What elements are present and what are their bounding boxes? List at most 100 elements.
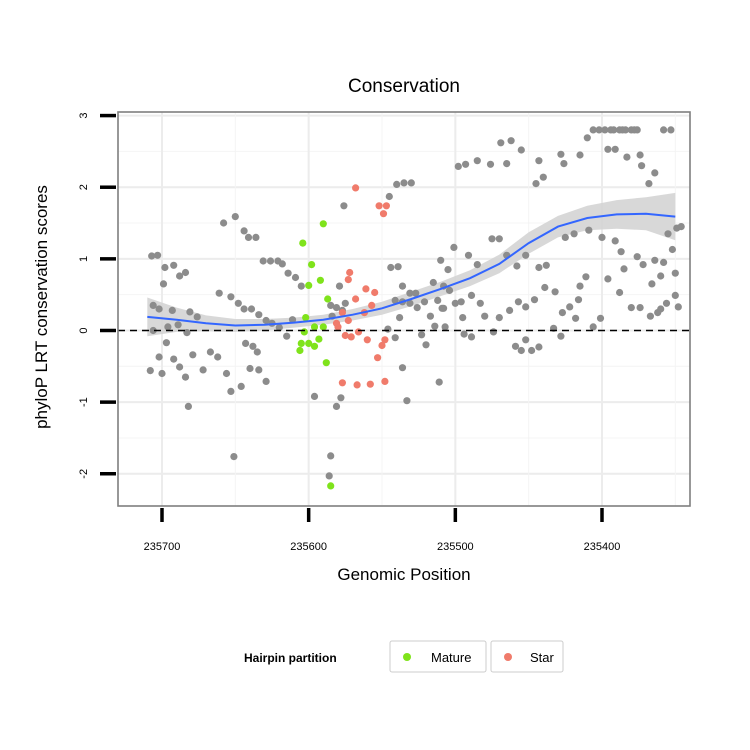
star-point (374, 354, 382, 362)
data-point (310, 392, 319, 400)
data-point (222, 369, 231, 378)
data-point (400, 179, 408, 187)
data-point (535, 157, 543, 165)
plot-panel (118, 112, 690, 506)
data-point (146, 367, 154, 375)
data-point (230, 453, 238, 461)
data-point (332, 304, 341, 312)
data-point (176, 272, 184, 280)
data-point (327, 301, 335, 309)
data-point (170, 355, 178, 363)
star-point (332, 319, 341, 327)
data-point (517, 146, 525, 154)
plot-border (117, 111, 691, 507)
star-point (379, 210, 388, 218)
data-point (240, 227, 248, 235)
data-point (677, 223, 685, 231)
data-point (168, 306, 176, 314)
data-point (385, 192, 393, 201)
data-point (407, 179, 415, 187)
data-point (231, 213, 239, 221)
data-point (154, 251, 162, 259)
data-point (535, 263, 543, 272)
data-point (674, 303, 682, 311)
data-point (412, 289, 420, 297)
legend-key-box-star (490, 640, 564, 673)
data-point (589, 323, 597, 331)
data-point (451, 299, 459, 307)
data-point (535, 343, 543, 351)
data-point (242, 339, 250, 347)
data-point (291, 273, 300, 282)
star-point (362, 285, 370, 293)
y-axis-title: phyloP LRT conservation scores (32, 185, 51, 429)
star-point (381, 336, 389, 344)
star-point (368, 301, 376, 309)
data-point (627, 304, 635, 312)
data-point (558, 309, 567, 317)
data-point (668, 245, 677, 254)
star-point (346, 268, 354, 277)
data-point (149, 326, 157, 335)
data-point (391, 296, 399, 304)
data-point (596, 314, 605, 322)
legend-star-swatch (504, 653, 512, 661)
data-point (551, 288, 559, 296)
star-point (381, 377, 389, 385)
star-point (352, 184, 360, 192)
data-point (441, 323, 449, 331)
data-point (420, 298, 429, 306)
data-point (572, 314, 580, 322)
x-tick-label: 235500 (437, 541, 474, 553)
data-point (601, 126, 609, 134)
data-point (645, 180, 653, 188)
data-point (394, 263, 402, 271)
data-point (662, 299, 671, 307)
mature-point (308, 261, 316, 269)
mature-point (310, 342, 319, 350)
data-point (497, 139, 505, 147)
legend: Hairpin partition Mature Star (244, 640, 564, 673)
y-tick-label: -2 (78, 469, 90, 479)
confidence-band (147, 192, 676, 337)
star-point (352, 295, 360, 303)
data-point (266, 257, 275, 265)
data-point (161, 263, 169, 272)
data-point (155, 305, 163, 313)
data-point (186, 308, 194, 316)
data-point (332, 402, 341, 410)
data-point (582, 273, 590, 281)
data-point (240, 305, 248, 313)
data-point (252, 233, 260, 241)
data-point (476, 299, 484, 307)
data-point (585, 226, 593, 234)
unpartitioned-points (146, 126, 685, 480)
data-point (467, 333, 476, 341)
x-tick-label: 235700 (144, 541, 181, 553)
data-point (181, 268, 190, 277)
data-point (514, 298, 523, 306)
x-tick-label: 235400 (584, 541, 621, 553)
data-point (611, 145, 619, 153)
data-point (566, 303, 574, 311)
mature-point (327, 482, 335, 490)
data-point (396, 314, 404, 322)
data-point (667, 126, 675, 134)
data-point (513, 262, 521, 270)
data-point (253, 348, 261, 356)
data-point (170, 261, 178, 269)
star-point (375, 202, 383, 210)
data-point (174, 321, 182, 329)
data-point (426, 312, 434, 320)
data-point (184, 402, 192, 410)
data-point (244, 233, 253, 241)
data-point (403, 397, 411, 405)
data-point (429, 278, 437, 287)
data-point (283, 332, 291, 340)
mature-point (299, 239, 307, 247)
data-point (532, 180, 540, 188)
data-point (444, 266, 452, 274)
data-point (297, 282, 305, 290)
data-point (633, 253, 641, 261)
data-point (247, 305, 256, 313)
